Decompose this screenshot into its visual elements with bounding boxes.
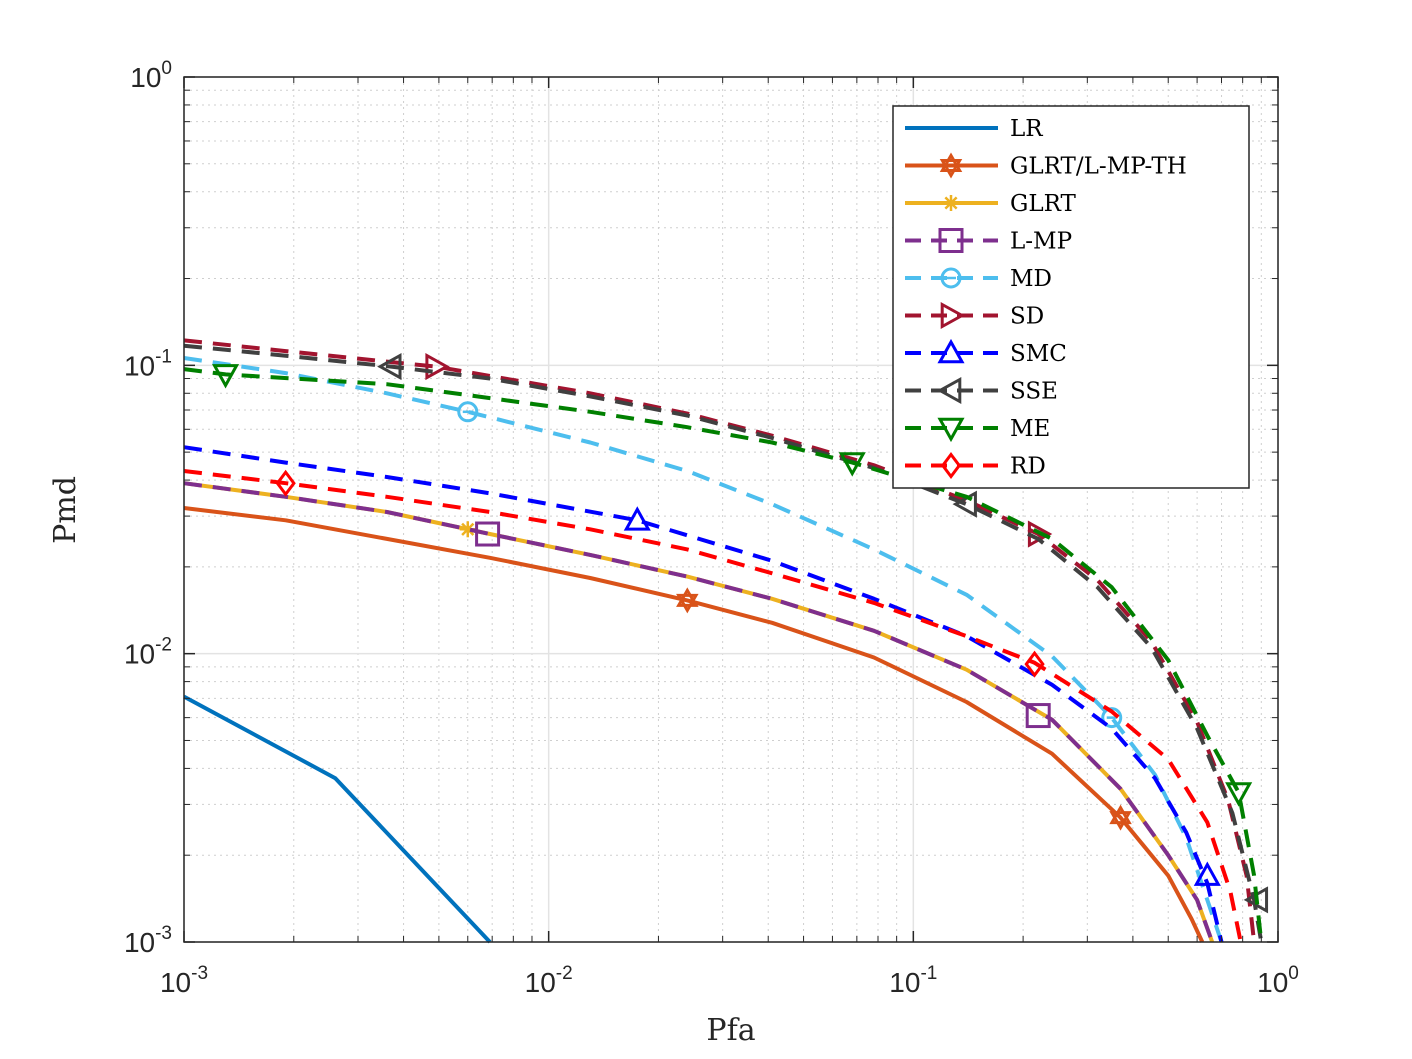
series-rd — [183, 469, 1243, 943]
series-marker-l-mp — [1025, 703, 1051, 729]
series-marker-me — [838, 452, 866, 477]
x-axis-label: Pfa — [706, 1013, 755, 1048]
series-marker-smc — [1193, 861, 1221, 886]
series-line-l-mp — [183, 481, 1215, 943]
series-line-smc — [183, 445, 1224, 943]
series-marker-md — [1101, 707, 1123, 729]
legend-label-lr: LR — [1010, 116, 1043, 142]
y-axis-label: Pmd — [48, 476, 83, 544]
series-marker-glrt-l-mp-th — [676, 587, 699, 614]
series-marker-glrt-l-mp-th-down — [676, 593, 699, 614]
legend-marker-glrt-l-mp-th-up — [939, 152, 963, 172]
series-marker-sse — [952, 490, 977, 518]
series-marker-glrt — [459, 521, 476, 538]
series-marker-rd — [275, 469, 296, 497]
series-line-sse — [183, 343, 1264, 943]
legend-marker-sd — [940, 301, 966, 330]
legend-marker-rd — [940, 452, 962, 479]
legend-label-glrt: GLRT — [1010, 191, 1077, 217]
legend-label-l-mp: L-MP — [1010, 229, 1072, 255]
legend-label-smc: SMC — [1010, 341, 1067, 367]
series-lr — [183, 694, 492, 944]
x-tick-label: 100 — [1257, 963, 1299, 998]
x-tick-label: 10-2 — [525, 963, 573, 998]
series-marker-glrt-l-mp-th-up — [676, 587, 699, 607]
series-marker-smc — [623, 506, 651, 531]
plot-frame — [183, 76, 1279, 943]
series-line-rd — [183, 469, 1243, 943]
y-tick-label: 100 — [130, 58, 172, 93]
series-marker-glrt-arm — [461, 522, 475, 536]
series-marker-glrt-l-mp-th-up — [1109, 804, 1132, 825]
legend-marker-md-ring — [940, 267, 962, 289]
axis-ticks — [183, 76, 1279, 943]
series-layer — [183, 338, 1269, 944]
legend: LR GLRT/L-MP-TH GLRT L-MP MD SD SMC SSE ME RD — [892, 105, 1250, 489]
series-marker-sse — [377, 353, 402, 381]
legend-marker-me — [937, 417, 965, 443]
legend-marker-glrt-l-mp-th-down — [939, 159, 963, 179]
series-smc — [183, 445, 1224, 943]
series-line-lr — [183, 694, 492, 944]
legend-label-rd: RD — [1010, 454, 1046, 480]
series-marker-glrt-l-mp-th-down — [1109, 811, 1132, 831]
legend-marker-glrt-l-mp-th — [939, 152, 963, 179]
legend-label-glrt-l-mp-th: GLRT/L-MP-TH — [1010, 154, 1187, 180]
series-glrt-l-mp-th — [183, 506, 1205, 943]
series-marker-glrt-l-mp-th — [1109, 804, 1132, 831]
legend-marker-md — [940, 267, 962, 289]
series-marker-me — [1225, 782, 1253, 807]
legend-label-sd: SD — [1010, 304, 1044, 330]
legend-marker-l-mp — [938, 228, 964, 253]
series-marker-sd — [425, 353, 450, 381]
legend-marker-smc — [937, 338, 965, 364]
legend-marker-glrt-arm — [944, 196, 958, 210]
x-tick-label: 10-3 — [160, 963, 208, 998]
series-marker-me — [212, 364, 240, 389]
series-marker-md-ring — [1101, 707, 1123, 729]
legend-marker-glrt — [943, 195, 959, 211]
series-marker-l-mp — [475, 521, 501, 547]
tick-labels: 10-3 10-2 10-1 100 10-3 10-2 10-1 100 — [124, 58, 1299, 998]
series-marker-md-ring — [457, 401, 479, 423]
legend-label-md: MD — [1010, 266, 1052, 292]
series-l-mp — [183, 481, 1215, 943]
legend-label-sse: SSE — [1010, 379, 1058, 405]
y-tick-label: 10-3 — [124, 923, 172, 958]
series-marker-md — [457, 401, 479, 423]
legend-marker-sse — [936, 376, 962, 405]
series-marker-rd — [1024, 650, 1045, 678]
legend-label-me: ME — [1010, 416, 1050, 442]
series-line-glrt-l-mp-th — [183, 506, 1205, 943]
y-tick-label: 10-2 — [124, 635, 172, 670]
x-tick-label: 10-1 — [889, 963, 937, 998]
y-tick-label: 10-1 — [124, 346, 172, 381]
